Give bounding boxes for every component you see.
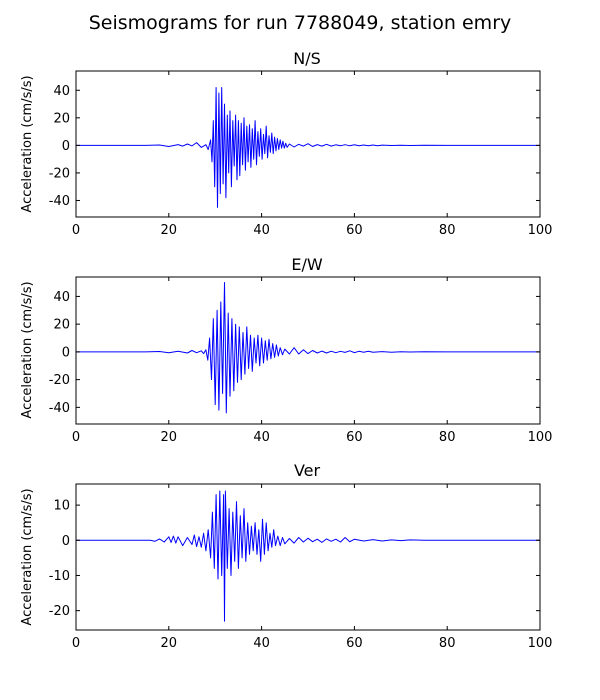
x-tick-label: 0 <box>72 430 80 445</box>
x-tick-label: 20 <box>161 223 178 238</box>
chart-panel-ew: E/W Acceleration (cm/s/s) 0 20 40 60 80 100 -4… <box>20 255 552 445</box>
x-tick-label: 20 <box>161 636 178 651</box>
panel-title: Ver <box>294 461 321 480</box>
seismogram-trace <box>76 282 540 414</box>
y-tick-label: 40 <box>53 290 70 305</box>
y-tick-label: 0 <box>62 534 70 549</box>
y-tick-label: -20 <box>49 166 70 181</box>
figure-title: Seismograms for run 7788049, station emr… <box>89 12 512 34</box>
y-axis-label: Acceleration (cm/s/s) <box>20 488 35 625</box>
x-tick-label: 80 <box>439 430 456 445</box>
x-tick-label: 40 <box>253 430 270 445</box>
y-tick-label: -10 <box>49 569 70 584</box>
y-axis-label: Acceleration (cm/s/s) <box>20 75 35 212</box>
y-tick-label: -40 <box>49 401 70 416</box>
panel-title: N/S <box>293 49 321 68</box>
x-tick-label: 80 <box>439 636 456 651</box>
x-tick-label: 60 <box>346 430 363 445</box>
seismogram-trace <box>76 490 540 622</box>
x-tick-label: 0 <box>72 636 80 651</box>
panel-title: E/W <box>291 255 323 274</box>
chart-panel-ver: Ver Acceleration (cm/s/s) 0 20 40 60 80 100-2… <box>20 461 552 651</box>
y-tick-label: 0 <box>62 345 70 360</box>
x-tick-label: 0 <box>72 223 80 238</box>
y-tick-label: 40 <box>53 84 70 99</box>
plot-frame <box>75 70 541 218</box>
chart-panel-ns: N/S Acceleration (cm/s/s) 0 20 40 60 80 100 -4… <box>20 49 552 238</box>
x-tick-label: 100 <box>528 223 553 238</box>
x-tick-label: 60 <box>346 636 363 651</box>
y-tick-label: -20 <box>49 373 70 388</box>
y-tick-label: 10 <box>53 499 70 514</box>
x-tick-label: 20 <box>161 430 178 445</box>
y-tick-label: 20 <box>53 318 70 333</box>
y-tick-label: -40 <box>49 194 70 209</box>
x-tick-label: 40 <box>253 636 270 651</box>
plot-frame <box>75 483 541 631</box>
y-axis-label: Acceleration (cm/s/s) <box>20 281 35 418</box>
plot-frame <box>75 276 541 425</box>
x-tick-label: 100 <box>528 430 553 445</box>
x-tick-label: 80 <box>439 223 456 238</box>
seismogram-trace <box>76 87 540 208</box>
x-tick-label: 100 <box>528 636 553 651</box>
y-tick-label: 0 <box>62 139 70 154</box>
x-tick-label: 40 <box>253 223 270 238</box>
x-tick-label: 60 <box>346 223 363 238</box>
y-tick-label: -20 <box>49 604 70 619</box>
y-tick-label: 20 <box>53 111 70 126</box>
